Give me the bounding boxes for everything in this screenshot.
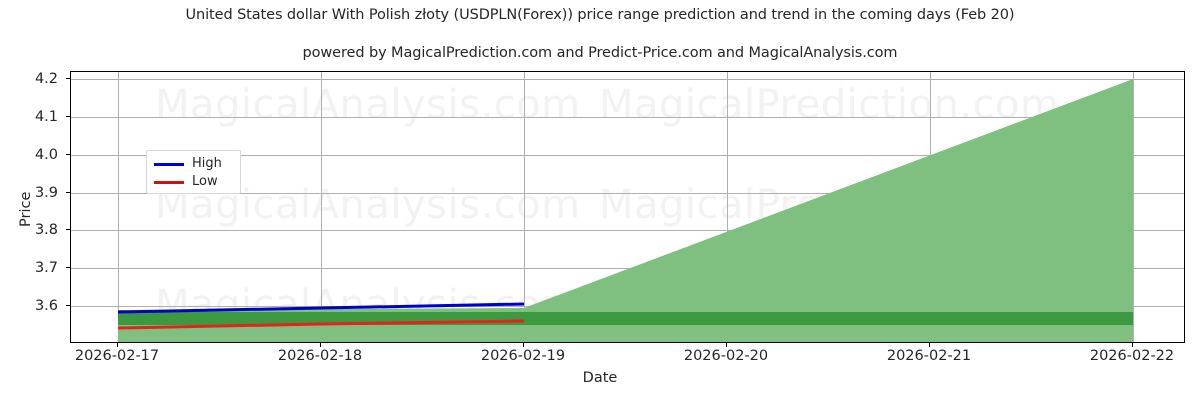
low-series-line — [117, 319, 525, 330]
y-tick-label-3: 3.9 — [34, 185, 58, 201]
y-tick-label-1: 3.7 — [34, 260, 58, 276]
gridline-vertical — [118, 72, 119, 342]
y-tick-mark-2 — [66, 229, 70, 231]
x-tick-label-0: 2026-02-17 — [74, 348, 160, 364]
y-tick-label-5: 4.1 — [34, 109, 58, 125]
gridline-horizontal — [71, 193, 1184, 194]
y-tick-mark-5 — [66, 116, 70, 118]
x-tick-mark-3 — [726, 343, 728, 347]
x-tick-mark-1 — [320, 343, 322, 347]
gridline-horizontal — [71, 230, 1184, 231]
legend-swatch-high-icon — [154, 163, 184, 166]
y-tick-label-6: 4.2 — [34, 71, 58, 87]
x-tick-mark-0 — [117, 343, 119, 347]
plot-area: MagicalAnalysis.com MagicalPrediction.co… — [70, 71, 1185, 343]
x-tick-label-2: 2026-02-19 — [480, 348, 566, 364]
y-tick-label-4: 4.0 — [34, 147, 58, 163]
gridline-horizontal — [71, 155, 1184, 156]
x-tick-mark-2 — [523, 343, 525, 347]
y-tick-label-0: 3.6 — [34, 298, 58, 314]
legend[interactable]: High Low — [146, 150, 241, 194]
series-canvas — [117, 79, 1133, 342]
x-tick-mark-4 — [929, 343, 931, 347]
gridline-horizontal — [71, 268, 1184, 269]
legend-swatch-low-icon — [154, 181, 184, 184]
high-series-line — [117, 302, 525, 314]
gridline-vertical — [321, 72, 322, 342]
gridline-horizontal — [71, 117, 1184, 118]
forecast-band-dark — [118, 312, 1133, 325]
legend-label-low: Low — [192, 174, 218, 189]
y-tick-mark-4 — [66, 154, 70, 156]
x-tick-mark-5 — [1132, 343, 1134, 347]
y-tick-label-2: 3.8 — [34, 222, 58, 238]
gridline-vertical — [1133, 72, 1134, 342]
x-tick-label-3: 2026-02-20 — [683, 348, 769, 364]
x-tick-label-4: 2026-02-21 — [886, 348, 972, 364]
x-tick-label-5: 2026-02-22 — [1089, 348, 1175, 364]
y-tick-mark-1 — [66, 267, 70, 269]
legend-label-high: High — [192, 156, 222, 171]
gridline-horizontal — [71, 79, 1184, 80]
y-tick-mark-3 — [66, 192, 70, 194]
y-tick-mark-0 — [66, 305, 70, 307]
chart-subtitle: powered by MagicalPrediction.com and Pre… — [302, 45, 898, 61]
gridline-vertical — [727, 72, 728, 342]
chart-title: United States dollar With Polish złoty (… — [185, 7, 1015, 23]
x-axis-title: Date — [582, 370, 618, 386]
y-tick-mark-6 — [66, 78, 70, 80]
forecast-band-light — [118, 79, 1133, 342]
x-tick-label-1: 2026-02-18 — [277, 348, 363, 364]
gridline-vertical — [524, 72, 525, 342]
